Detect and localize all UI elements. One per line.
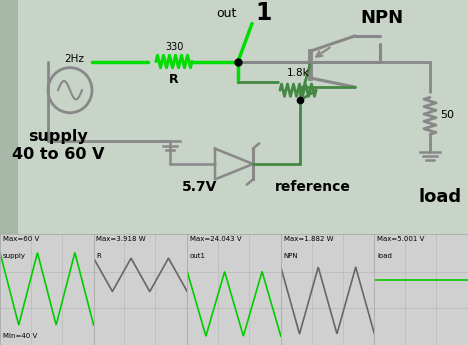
Text: supply
40 to 60 V: supply 40 to 60 V xyxy=(12,129,104,161)
Text: 5.7V: 5.7V xyxy=(183,180,218,194)
Text: R: R xyxy=(96,253,101,259)
Text: Max=24.043 V: Max=24.043 V xyxy=(190,236,241,242)
Text: out: out xyxy=(217,7,237,20)
Text: R: R xyxy=(169,73,179,86)
Text: Max=1.882 W: Max=1.882 W xyxy=(284,236,333,242)
Text: Min=40 V: Min=40 V xyxy=(3,333,37,339)
Text: load: load xyxy=(418,188,461,206)
Text: Max=5.001 V: Max=5.001 V xyxy=(377,236,424,242)
FancyBboxPatch shape xyxy=(0,0,18,234)
Text: NPN: NPN xyxy=(284,253,298,259)
Text: out1: out1 xyxy=(190,253,206,259)
Text: 330: 330 xyxy=(165,42,183,52)
Text: 2Hz: 2Hz xyxy=(64,53,84,63)
Text: Max=3.918 W: Max=3.918 W xyxy=(96,236,146,242)
Text: Max=60 V: Max=60 V xyxy=(3,236,39,242)
Text: 1: 1 xyxy=(255,1,271,25)
Text: supply: supply xyxy=(3,253,26,259)
Text: load: load xyxy=(377,253,392,259)
Text: reference: reference xyxy=(275,180,351,194)
Text: 50: 50 xyxy=(440,110,454,120)
Text: NPN: NPN xyxy=(360,9,403,28)
Text: 1.8k: 1.8k xyxy=(286,68,309,78)
